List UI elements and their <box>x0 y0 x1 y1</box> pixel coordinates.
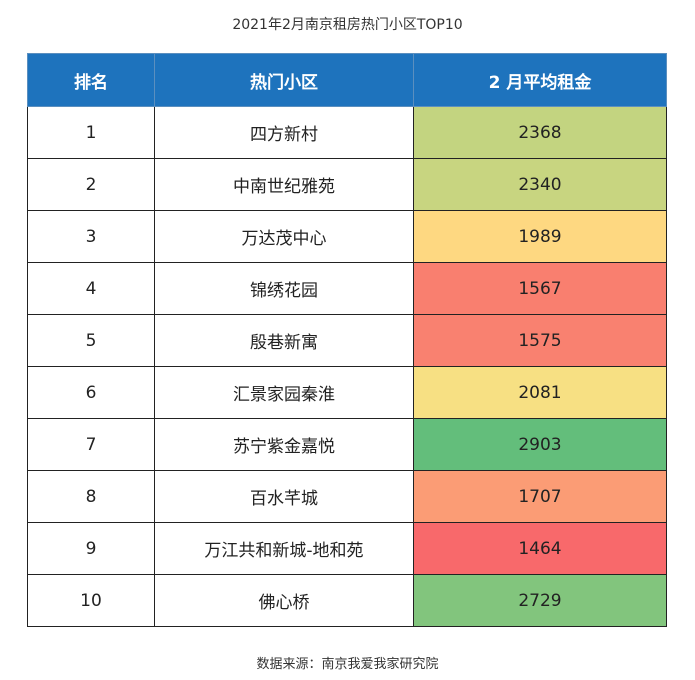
table-row: 1 四方新村 2368 <box>27 106 667 159</box>
community-cell: 万达茂中心 <box>154 210 414 263</box>
table-row: 9 万江共和新城-地和苑 1464 <box>27 522 667 575</box>
table-row: 7 苏宁紫金嘉悦 2903 <box>27 418 667 471</box>
table-row: 4 锦绣花园 1567 <box>27 262 667 315</box>
rent-cell: 1575 <box>413 314 667 367</box>
rent-cell: 2081 <box>413 366 667 419</box>
community-cell: 百水芊城 <box>154 470 414 523</box>
header-avg-rent: 2 月平均租金 <box>413 53 667 107</box>
community-cell: 中南世纪雅苑 <box>154 158 414 211</box>
community-cell: 四方新村 <box>154 106 414 159</box>
table-body: 1 四方新村 2368 2 中南世纪雅苑 2340 3 万达茂中心 1989 4 锦绣花园 1567 5… <box>27 106 667 627</box>
table-row: 10 佛心桥 2729 <box>27 574 667 627</box>
table-row: 3 万达茂中心 1989 <box>27 210 667 263</box>
rank-cell: 7 <box>27 418 155 471</box>
header-community: 热门小区 <box>154 53 414 107</box>
rent-cell: 1707 <box>413 470 667 523</box>
table-row: 5 殷巷新寓 1575 <box>27 314 667 367</box>
table-row: 6 汇景家园秦淮 2081 <box>27 366 667 419</box>
rank-cell: 5 <box>27 314 155 367</box>
table-row: 8 百水芊城 1707 <box>27 470 667 523</box>
community-cell: 佛心桥 <box>154 574 414 627</box>
rent-cell: 1464 <box>413 522 667 575</box>
rank-cell: 10 <box>27 574 155 627</box>
ranking-table: 排名 热门小区 2 月平均租金 1 四方新村 2368 2 中南世纪雅苑 2340 3 万达茂… <box>27 53 667 627</box>
community-cell: 万江共和新城-地和苑 <box>154 522 414 575</box>
rent-cell: 2368 <box>413 106 667 159</box>
rank-cell: 1 <box>27 106 155 159</box>
rank-cell: 3 <box>27 210 155 263</box>
community-cell: 汇景家园秦淮 <box>154 366 414 419</box>
rent-cell: 1567 <box>413 262 667 315</box>
rent-cell: 2340 <box>413 158 667 211</box>
table-row: 2 中南世纪雅苑 2340 <box>27 158 667 211</box>
rank-cell: 2 <box>27 158 155 211</box>
header-row: 排名 热门小区 2 月平均租金 <box>27 53 667 107</box>
rank-cell: 8 <box>27 470 155 523</box>
community-cell: 锦绣花园 <box>154 262 414 315</box>
rent-cell: 2729 <box>413 574 667 627</box>
header-rank: 排名 <box>27 53 155 107</box>
rank-cell: 4 <box>27 262 155 315</box>
rank-cell: 9 <box>27 522 155 575</box>
community-cell: 苏宁紫金嘉悦 <box>154 418 414 471</box>
chart-title: 2021年2月南京租房热门小区TOP10 <box>232 17 463 33</box>
rent-cell: 2903 <box>413 418 667 471</box>
community-cell: 殷巷新寓 <box>154 314 414 367</box>
rent-cell: 1989 <box>413 210 667 263</box>
data-source: 数据来源：南京我爱我家研究院 <box>256 657 439 672</box>
rank-cell: 6 <box>27 366 155 419</box>
